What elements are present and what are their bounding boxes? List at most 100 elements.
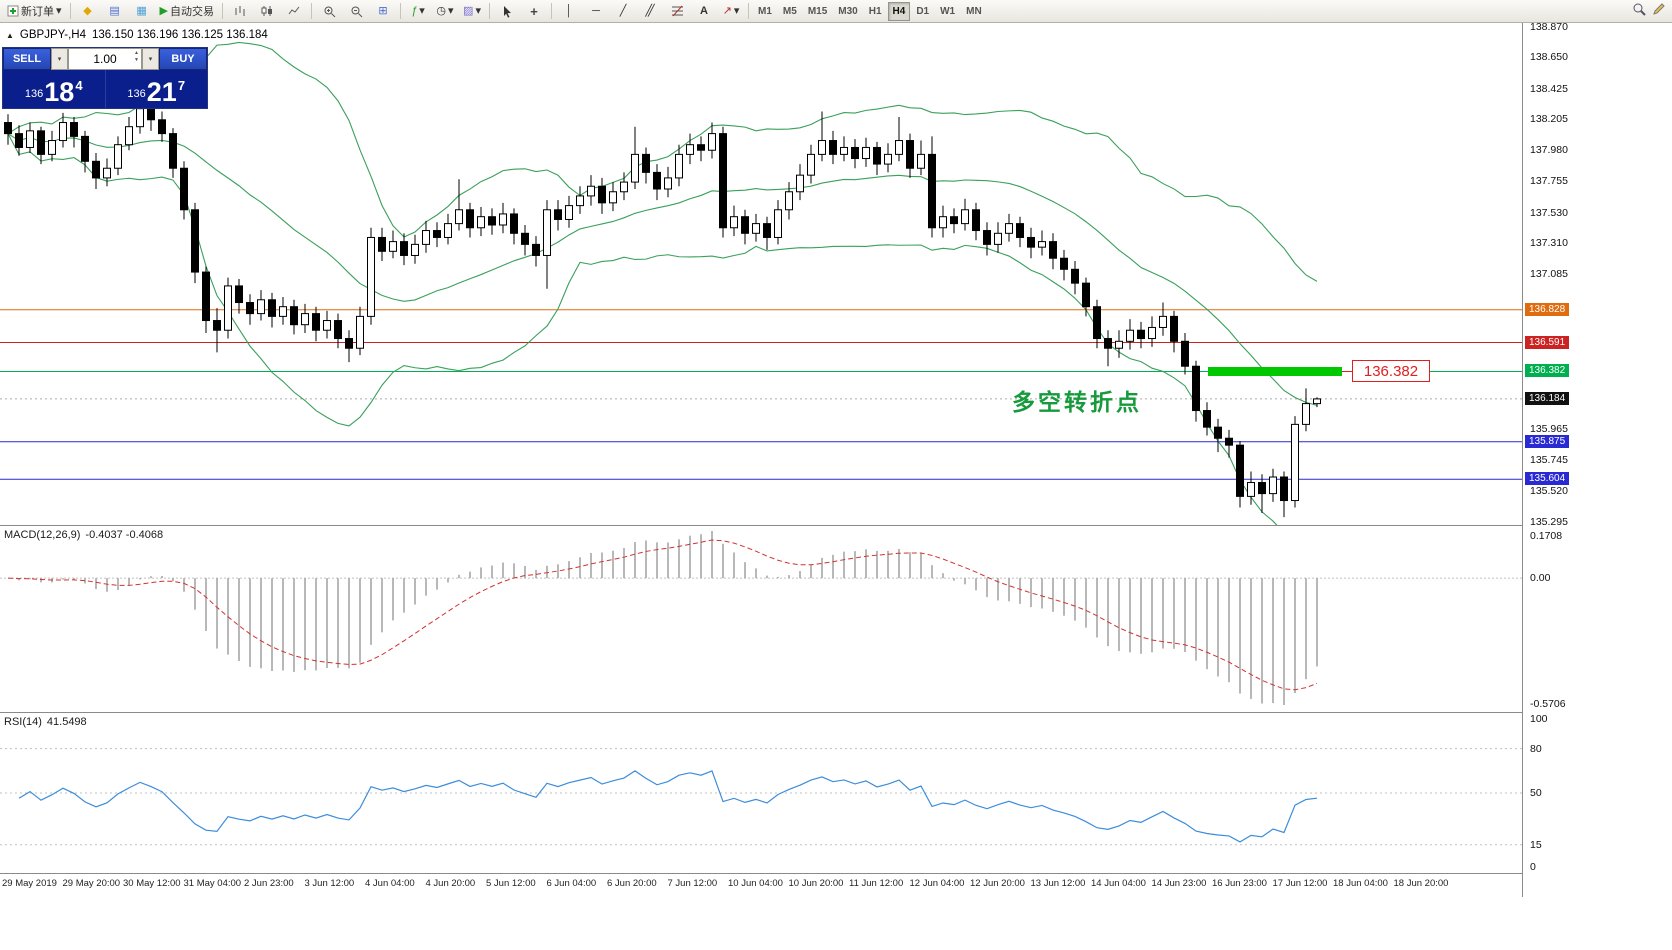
toolbar-separator [311, 3, 312, 19]
price-axis-label: 137.085 [1530, 268, 1568, 281]
line-chart-button[interactable] [281, 1, 307, 21]
rsi-label: RSI(14) 41.5498 [4, 716, 87, 728]
timeframe-h4[interactable]: H4 [887, 1, 911, 21]
navigator-button[interactable]: ▤ [102, 1, 128, 21]
pencil-icon[interactable] [1652, 2, 1666, 16]
new-order-button[interactable]: 新订单 ▾ [3, 1, 66, 21]
buy-button[interactable]: BUY [159, 48, 207, 70]
terminal-icon: ▦ [136, 4, 147, 17]
cursor-button[interactable] [494, 1, 520, 21]
text-button[interactable]: A [691, 1, 717, 21]
arrow-tool-icon: ↗ [722, 4, 732, 17]
time-axis-label: 11 Jun 12:00 [849, 878, 904, 889]
bar-chart-button[interactable] [227, 1, 253, 21]
price-axis-label: 135.520 [1530, 484, 1568, 497]
zoom-in-button[interactable] [316, 1, 342, 21]
volume-input[interactable] [79, 51, 131, 67]
time-axis[interactable]: 29 May 2019 29 May 20:00 30 May 12:00 31 Ma… [0, 874, 1522, 896]
rsi-canvas[interactable] [0, 713, 1522, 873]
periods-button[interactable]: ◷ ▾ [432, 1, 458, 21]
time-axis-label: 29 May 20:00 [62, 878, 121, 889]
templates-button[interactable]: ▨ ▾ [459, 1, 485, 21]
time-axis-label: 18 Jun 20:00 [1393, 878, 1449, 889]
one-click-toggle-icon[interactable]: ▲ [6, 30, 14, 40]
sell-options-dropdown[interactable]: ▾ [51, 48, 68, 70]
one-click-buy-price[interactable]: 136 21 7 [106, 70, 208, 108]
time-axis-label: 12 Jun 04:00 [909, 878, 965, 889]
time-axis-label: 4 Jun 04:00 [365, 878, 415, 889]
sell-button[interactable]: SELL [3, 48, 51, 70]
zoom-out-button[interactable] [343, 1, 369, 21]
main-chart-canvas[interactable] [0, 23, 1522, 525]
main-chart-panel[interactable]: ▲ GBPJPY-,H4 136.150 136.196 136.125 136… [0, 23, 1522, 526]
time-axis-label: 3 Jun 12:00 [304, 878, 355, 889]
time-axis-label: 13 Jun 12:00 [1030, 878, 1086, 889]
price-tag: 136.382 [1525, 364, 1570, 378]
tile-windows-icon: ⊞ [378, 4, 388, 17]
chevron-down-icon: ▾ [475, 4, 481, 17]
plot-area: ▲ GBPJPY-,H4 136.150 136.196 136.125 136… [0, 23, 1522, 896]
timeframe-mn[interactable]: MN [966, 5, 982, 17]
cursor-icon [502, 5, 513, 18]
arrows-button[interactable]: ↗ ▾ [718, 1, 744, 21]
timeframe-h1[interactable]: H1 [868, 5, 882, 17]
market-watch-button[interactable]: ◆ [75, 1, 101, 21]
horizontal-line-button[interactable]: ─ [583, 1, 609, 21]
indicators-button[interactable]: ƒ ▾ [405, 1, 431, 21]
price-axis-label: 135.295 [1530, 516, 1568, 528]
timeframe-w1[interactable]: W1 [940, 5, 956, 17]
crosshair-button[interactable]: + [521, 1, 547, 21]
price-axis-label: 138.650 [1530, 51, 1568, 64]
toolbar-separator [489, 3, 490, 19]
price-tag: 136.184 [1525, 391, 1570, 405]
timeframe-d1[interactable]: D1 [916, 5, 930, 17]
autotrading-play-icon: ▶ [159, 4, 168, 17]
macd-name: MACD(12,26,9) [4, 529, 81, 541]
price-tag: 135.875 [1525, 434, 1570, 448]
vertical-line-button[interactable]: │ [556, 1, 582, 21]
timeframe-m5[interactable]: M5 [782, 5, 797, 17]
buy-options-dropdown[interactable]: ▾ [142, 48, 159, 70]
price-axis-label: 137.310 [1530, 237, 1568, 249]
candlestick-chart-button[interactable] [254, 1, 280, 21]
templates-icon: ▨ [463, 4, 474, 17]
tile-windows-button[interactable]: ⊞ [370, 1, 396, 21]
rsi-panel[interactable]: RSI(14) 41.5498 [0, 713, 1522, 874]
turning-point-annotation[interactable]: 多空转折点 [1012, 389, 1142, 415]
magnifier-icon[interactable] [1632, 2, 1646, 16]
price-callout-label[interactable]: 136.382 [1352, 360, 1430, 382]
time-axis-label: 6 Jun 04:00 [546, 878, 597, 889]
symbol-period-label: GBPJPY-,H4 [19, 29, 86, 41]
trendline-button[interactable]: ╱ [610, 1, 636, 21]
price-axis-label: 138.205 [1530, 113, 1568, 126]
time-axis-label: 17 Jun 12:00 [1272, 878, 1328, 889]
macd-panel[interactable]: MACD(12,26,9) -0.4037 -0.4068 [0, 526, 1522, 713]
time-axis-label: 30 May 12:00 [123, 878, 181, 889]
fibonacci-button[interactable] [664, 1, 690, 21]
vertical-line-icon: │ [565, 4, 573, 17]
volume-stepper[interactable]: ▲ ▼ [134, 50, 139, 64]
autotrading-button[interactable]: ▶ 自动交易 [156, 1, 218, 21]
periods-icon: ◷ [436, 4, 447, 17]
ohlc-values: 136.150 136.196 136.125 136.184 [91, 29, 268, 41]
macd-canvas[interactable] [0, 526, 1522, 712]
timeframe-m1[interactable]: M1 [758, 5, 772, 17]
indicators-icon: ƒ [411, 4, 418, 17]
bid-pip-digit: 4 [75, 78, 83, 93]
price-axis-label: 137.980 [1530, 144, 1568, 157]
stepper-down-icon[interactable]: ▼ [134, 57, 139, 63]
price-axis[interactable]: 138.870 138.650 138.425 138.205 137.980 137.7… [1522, 21, 1672, 897]
main-toolbar: 新订单 ▾ ◆ ▤ ▦ ▶ 自动交易 ⊞ ƒ ▾ ◷ ▾ ▨ ▾ + │ ─ ╱ ╱╱… [0, 0, 1672, 23]
terminal-button[interactable]: ▦ [129, 1, 155, 21]
rsi-axis-label: 80 [1530, 742, 1542, 755]
timeframe-m30[interactable]: M30 [838, 5, 858, 17]
timeframe-m15[interactable]: M15 [807, 5, 828, 17]
one-click-sell-price[interactable]: 136 18 4 [3, 70, 106, 108]
toolbar-separator [69, 3, 71, 19]
crosshair-icon: + [530, 3, 538, 19]
channel-button[interactable]: ╱╱ [637, 1, 663, 21]
stepper-up-icon[interactable]: ▲ [134, 50, 139, 56]
new-order-label: 新订单 [21, 6, 54, 18]
bar-chart-icon [234, 5, 246, 17]
chevron-down-icon: ▾ [448, 4, 454, 17]
